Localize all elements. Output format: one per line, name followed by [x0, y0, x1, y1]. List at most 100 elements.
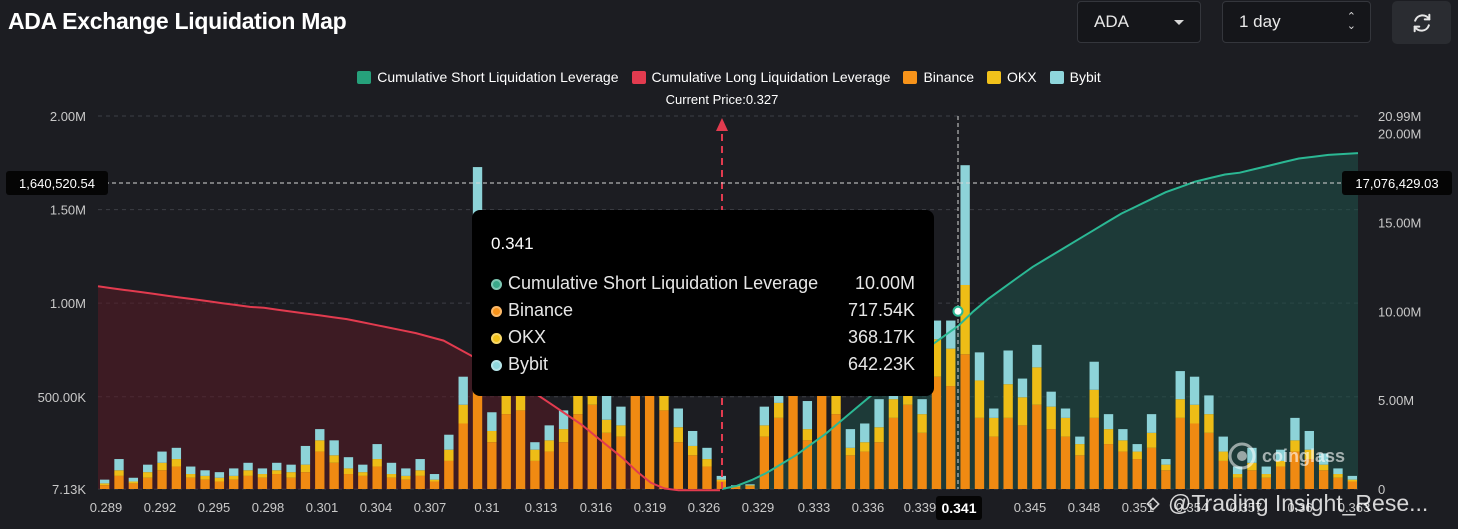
okx-bar: [114, 470, 124, 476]
legend-swatch: [357, 70, 372, 84]
x-tick-label: 0.333: [798, 500, 831, 515]
page-title: ADA Exchange Liquidation Map: [8, 8, 347, 34]
binance-bar: [1075, 455, 1085, 489]
x-tick-label: 0.298: [252, 500, 285, 515]
okx-bar: [1290, 440, 1300, 452]
binance-bar: [458, 423, 468, 489]
x-tick-label: 0.339: [904, 500, 937, 515]
okx-bar: [429, 479, 440, 482]
binance-bar: [1118, 451, 1128, 489]
okx-bar: [257, 474, 268, 478]
symbol-select-value: ADA: [1094, 12, 1129, 31]
okx-bar: [200, 475, 210, 480]
okx-bar: [831, 395, 841, 415]
x-tick-label: 0.354: [1176, 500, 1209, 515]
tooltip-row-value: 717.54K: [847, 300, 915, 320]
bybit-bar: [200, 470, 210, 476]
bybit-bar: [300, 445, 311, 465]
refresh-button[interactable]: [1392, 1, 1451, 44]
binance-bar: [315, 451, 325, 489]
okx-bar: [386, 474, 397, 478]
interval-select[interactable]: 1 day ⌃ ⌄: [1222, 1, 1371, 43]
legend-item[interactable]: Cumulative Long Liquidation Leverage: [631, 69, 891, 85]
binance-bar: [644, 395, 655, 489]
bybit-bar: [673, 408, 683, 428]
symbol-select[interactable]: ADA: [1077, 1, 1201, 43]
bybit-bar: [358, 464, 368, 473]
y-right-tick-label: 0: [1378, 482, 1385, 497]
okx-bar: [1161, 464, 1171, 471]
bybit-bar: [759, 406, 770, 426]
binance-bar: [329, 462, 339, 489]
x-tick-label: 0.307: [414, 500, 447, 515]
okx-bar: [759, 425, 770, 437]
okx-bar: [1232, 474, 1243, 478]
binance-bar: [759, 436, 770, 489]
bybit-bar: [716, 475, 726, 480]
okx-bar: [946, 348, 956, 387]
bybit-bar: [186, 466, 196, 475]
bybit-bar: [329, 440, 339, 456]
crosshair-x-label-box: [936, 496, 982, 520]
tooltip-dot: [491, 333, 502, 344]
bybit-bar: [687, 430, 698, 446]
x-tick-label: 0.301: [306, 500, 339, 515]
legend-item[interactable]: Cumulative Short Liquidation Leverage: [357, 69, 619, 85]
okx-bar: [1132, 451, 1142, 460]
tooltip-row-name: Cumulative Short Liquidation Leverage: [508, 273, 819, 293]
x-tick-label: 0.289: [90, 500, 123, 515]
okx-bar: [1146, 432, 1157, 448]
binance-bar: [745, 486, 755, 489]
bybit-bar: [845, 429, 856, 448]
chevron-down-icon: [1174, 20, 1184, 25]
y-right-tick-label: 20.99M: [1378, 109, 1421, 124]
binance-bar: [1089, 417, 1099, 489]
binance-bar: [272, 474, 282, 489]
okx-bar: [544, 440, 554, 452]
tooltip-dot: [491, 306, 502, 317]
okx-bar: [659, 391, 669, 411]
okx-bar: [401, 475, 411, 480]
binance-bar: [587, 404, 597, 489]
okx-bar: [702, 459, 712, 467]
legend-swatch: [631, 70, 646, 84]
binance-bar: [200, 479, 210, 489]
binance-bar: [817, 395, 827, 489]
okx-bar: [515, 391, 526, 411]
x-tick-label: 0.292: [144, 500, 177, 515]
bybit-bar: [401, 468, 411, 476]
legend-item[interactable]: Bybit: [1049, 69, 1101, 85]
legend-label: Cumulative Long Liquidation Leverage: [651, 69, 891, 85]
bybit-bar: [458, 376, 468, 405]
bybit-bar: [960, 165, 970, 285]
tooltip-row-name: Bybit: [508, 354, 549, 374]
bybit-bar: [1247, 447, 1257, 463]
binance-bar: [1003, 417, 1013, 489]
okx-bar: [487, 430, 497, 443]
crosshair-right-label-box: [1342, 171, 1452, 195]
binance-bar: [1103, 444, 1114, 489]
y-left-tick-label: 7.13K: [52, 482, 86, 497]
binance-bar: [1046, 429, 1056, 489]
okx-bar: [143, 472, 153, 478]
bybit-bar: [1204, 395, 1214, 415]
okx-bar: [501, 395, 511, 415]
legend-swatch: [987, 70, 1002, 84]
binance-bar: [171, 466, 182, 489]
okx-bar: [1304, 449, 1314, 460]
okx-bar: [687, 445, 698, 456]
bybit-bar: [1347, 475, 1357, 480]
binance-bar: [1132, 459, 1142, 489]
binance-bar: [114, 475, 124, 489]
crosshair-x-value: 0.341: [941, 500, 976, 516]
okx-bar: [1075, 444, 1085, 456]
binance-bar: [300, 472, 311, 489]
chart-tooltip: 0.341 Cumulative Short Liquidation Lever…: [472, 210, 934, 396]
bybit-bar: [1032, 344, 1042, 368]
y-right-tick-label: 5.00M: [1378, 393, 1414, 408]
okx-bar: [1333, 474, 1343, 478]
legend-item[interactable]: OKX: [987, 69, 1037, 85]
bybit-bar: [286, 464, 296, 473]
legend-item[interactable]: Binance: [903, 69, 974, 85]
binance-bar: [831, 414, 841, 489]
